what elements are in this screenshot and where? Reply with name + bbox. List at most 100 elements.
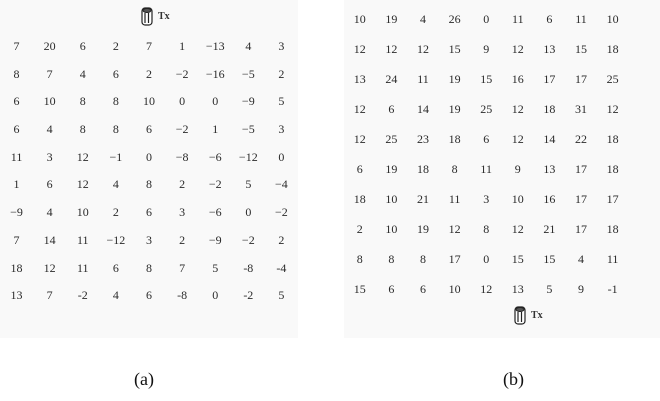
grid-cell: 15 <box>574 42 587 56</box>
grid-cell: 8 <box>483 222 490 236</box>
grid-cell: 12 <box>76 149 89 164</box>
grid-cell: 13 <box>543 162 556 176</box>
grid-cell: 7 <box>13 232 20 247</box>
grid-cell: 18 <box>416 162 429 176</box>
grid-cell: 11 <box>76 260 89 275</box>
grid-cell: 14 <box>43 232 56 247</box>
grid-cell: 0 <box>145 149 152 164</box>
grid-cell: 15 <box>353 282 366 296</box>
grid-cell: 12 <box>76 177 89 192</box>
grid-cell: -2 <box>77 288 88 303</box>
grid-cell: 6 <box>145 205 152 220</box>
grid-cell: 10 <box>448 282 461 296</box>
grid-cell: 2 <box>112 205 119 220</box>
grid-cell: 8 <box>145 177 152 192</box>
grid-cell: 13 <box>543 42 556 56</box>
grid-cell: 1 <box>179 38 186 53</box>
grid-cell: 12 <box>385 42 398 56</box>
grid-cell: 8 <box>419 252 426 266</box>
caption-a: (a) <box>134 369 154 389</box>
grid-cell: 6 <box>419 282 426 296</box>
grid-cell: 25 <box>480 102 493 116</box>
grid-cell: -2 <box>243 288 254 303</box>
grid-cell: 2 <box>278 232 285 247</box>
grid-cell: 6 <box>356 162 363 176</box>
grid-cell: 16 <box>511 72 524 86</box>
grid-cell: 18 <box>606 132 619 146</box>
grid-cell: 15 <box>511 252 524 266</box>
grid-cell: 11 <box>575 12 587 26</box>
grid-cell: 5 <box>278 288 285 303</box>
grid-cell: 0 <box>278 149 285 164</box>
grid-cell: 12 <box>43 260 56 275</box>
grid-cell: 18 <box>606 162 619 176</box>
grid-cell: 5 <box>212 260 219 275</box>
grid-cell: −2 <box>275 205 288 220</box>
grid-cell: 10 <box>142 94 155 109</box>
grid-cell: 9 <box>514 162 521 176</box>
grid-cell: 14 <box>543 132 556 146</box>
grid-cell: 17 <box>543 72 556 86</box>
grid-cell: 8 <box>13 66 20 81</box>
grid-cell: 6 <box>388 282 395 296</box>
grid-cell: 6 <box>112 260 119 275</box>
grid-cell: 6 <box>13 94 20 109</box>
grid-cell: 7 <box>145 38 152 53</box>
grid-cell: 5 <box>245 177 252 192</box>
grid-cell: 24 <box>385 72 398 86</box>
grid-cell: 12 <box>353 42 366 56</box>
value-grid-a: 7 20 6 2 7 1 −13 4 3 8 7 4 6 2 −2 −16 −5 2 6 10 8 8 10 0 0 −9 5 6 4 8… <box>0 32 298 337</box>
grid-cell: 4 <box>419 12 426 26</box>
grid-cell: 13 <box>10 288 23 303</box>
grid-cell: 18 <box>606 222 619 236</box>
grid-cell: −2 <box>175 122 189 137</box>
grid-cell: 12 <box>511 222 524 236</box>
grid-cell: 18 <box>10 260 23 275</box>
grid-cell: 19 <box>385 162 398 176</box>
grid-cell: 4 <box>112 177 119 192</box>
grid-cell: −4 <box>275 177 288 192</box>
grid-cell: 11 <box>606 252 619 266</box>
grid-cell: 4 <box>577 252 584 266</box>
grid-cell: −2 <box>241 232 255 247</box>
grid-cell: 10 <box>385 222 398 236</box>
grid-cell: 17 <box>448 252 461 266</box>
grid-cell: 0 <box>212 288 219 303</box>
grid-cell: 11 <box>76 232 89 247</box>
grid-cell: −9 <box>10 205 23 220</box>
grid-cell: 9 <box>577 282 584 296</box>
grid-cell: 1 <box>212 122 219 137</box>
grid-cell: 5 <box>278 94 285 109</box>
grid-cell: 3 <box>483 192 490 206</box>
grid-cell: 3 <box>278 122 285 137</box>
grid-cell: 18 <box>606 42 619 56</box>
grid-cell: 8 <box>356 252 363 266</box>
grid-cell: 12 <box>511 42 524 56</box>
grid-cell: 15 <box>543 252 556 266</box>
grid-cell: 25 <box>606 72 619 86</box>
grid-cell: 19 <box>385 12 398 26</box>
grid-cell: −2 <box>175 66 189 81</box>
grid-cell: 4 <box>79 66 86 81</box>
grid-cell: -8 <box>177 288 188 303</box>
grid-cell: 17 <box>606 192 619 206</box>
grid-cell: 11 <box>480 162 492 176</box>
grid-cell: 7 <box>13 38 20 53</box>
grid-cell: 20 <box>43 38 56 53</box>
grid-cell: 4 <box>46 205 53 220</box>
value-grid-b: 10 19 4 26 0 11 6 11 10 12 12 12 15 9 12 13 15 18 13 24 11 19… <box>344 4 660 304</box>
panel-a: Tx 7 20 6 2 7 1 −13 4 3 8 7 4 6 2 −2 −16 −5 2 6 10 8 8 10 0 0 −9 5… <box>0 0 298 338</box>
grid-cell: 1 <box>13 177 20 192</box>
transmitter-label: Tx <box>158 10 170 22</box>
grid-cell: 4 <box>46 122 53 137</box>
grid-cell: 2 <box>179 232 186 247</box>
grid-cell: 10 <box>76 205 89 220</box>
grid-cell: 21 <box>543 222 556 236</box>
grid-cell: 10 <box>43 94 56 109</box>
grid-cell: −2 <box>208 177 222 192</box>
grid-cell: 3 <box>145 232 152 247</box>
grid-cell: −13 <box>205 38 225 53</box>
grid-cell: 8 <box>145 260 152 275</box>
grid-cell: -4 <box>276 260 287 275</box>
grid-cell: 8 <box>79 94 86 109</box>
